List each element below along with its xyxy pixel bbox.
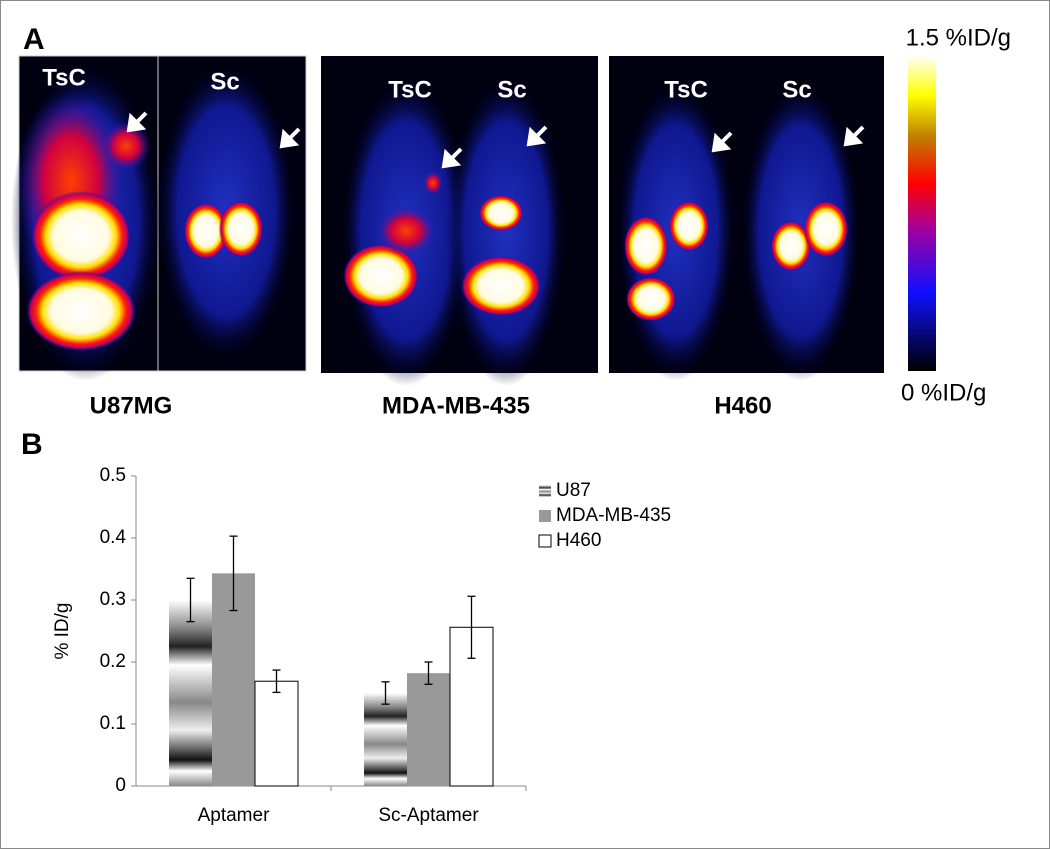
legend-swatch xyxy=(539,485,551,497)
legend-label: H460 xyxy=(556,530,601,551)
panel-label: A xyxy=(23,23,45,56)
legend-label: U87 xyxy=(556,480,591,501)
image-title: U87MG xyxy=(90,392,173,419)
x-tick-label: Sc-Aptamer xyxy=(378,805,479,826)
bar xyxy=(169,600,212,786)
colorbar-min: 0 %ID/g xyxy=(901,379,986,406)
image-label: TsC xyxy=(388,76,432,103)
bar xyxy=(254,680,299,787)
legend-swatch xyxy=(539,510,551,522)
colorbar xyxy=(908,58,936,371)
image-label: Sc xyxy=(210,68,239,95)
y-tick-label: 0.3 xyxy=(100,589,126,610)
pet-images xyxy=(11,55,884,386)
y-tick-label: 0.5 xyxy=(100,465,126,486)
colorbar-max: 1.5 %ID/g xyxy=(906,24,1011,51)
y-tick-label: 0.2 xyxy=(100,651,126,672)
y-axis-label: % ID/g xyxy=(52,602,73,659)
legend-swatch xyxy=(538,534,552,548)
image-title: H460 xyxy=(714,392,771,419)
y-tick-label: 0.1 xyxy=(100,713,126,734)
image-label: Sc xyxy=(497,76,526,103)
legend-label: MDA-MB-435 xyxy=(556,505,671,526)
bar xyxy=(364,693,407,786)
y-tick-label: 0 xyxy=(115,775,126,796)
y-tick-label: 0.4 xyxy=(100,527,127,548)
image-label: TsC xyxy=(42,64,86,91)
image-label: Sc xyxy=(782,76,811,103)
image-label: TsC xyxy=(664,76,708,103)
image-title: MDA-MB-435 xyxy=(382,392,530,419)
x-tick-label: Aptamer xyxy=(198,805,270,826)
bar xyxy=(407,673,450,786)
panel-label: B xyxy=(21,428,43,461)
